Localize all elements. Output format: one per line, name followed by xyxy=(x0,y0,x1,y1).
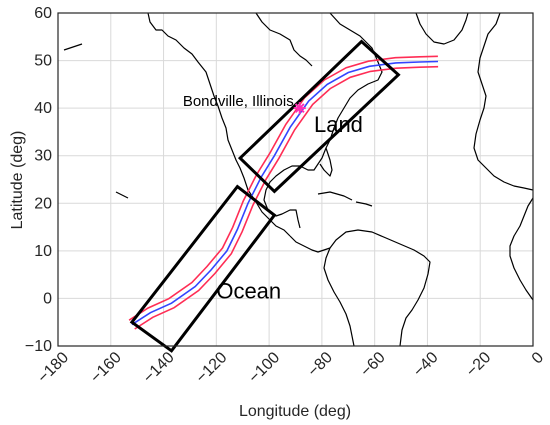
hispaniola xyxy=(355,201,373,207)
x-tick-label: −60 xyxy=(358,349,389,380)
site-marker-group: Bondville, Illinois xyxy=(183,93,306,115)
aleutians xyxy=(63,43,83,51)
cuba xyxy=(317,191,353,201)
x-tick-label: −100 xyxy=(246,349,284,387)
canada-north-coast xyxy=(255,12,313,67)
x-axis-label: Longitude (deg) xyxy=(239,403,351,420)
x-tick-label: −140 xyxy=(140,349,178,387)
x-tick-label: 0 xyxy=(529,349,547,367)
satellite-ground-track xyxy=(128,55,439,330)
y-tick-label: 40 xyxy=(34,100,52,117)
x-tick-label: −80 xyxy=(305,349,336,380)
coastlines xyxy=(63,12,534,347)
y-tick-labels: −10 0 10 20 30 40 50 60 xyxy=(25,5,52,355)
north-america-pacific-coast xyxy=(147,12,291,237)
y-tick-label: 0 xyxy=(43,290,52,307)
y-tick-label: 30 xyxy=(34,148,52,165)
y-tick-label: 50 xyxy=(34,53,52,70)
region-box-land xyxy=(237,39,401,194)
x-tick-label: −20 xyxy=(463,349,494,380)
x-tick-label: −160 xyxy=(87,349,125,387)
hawaii xyxy=(115,191,129,199)
x-tick-label: −120 xyxy=(193,349,231,387)
track-edge-lower xyxy=(128,55,438,321)
africa-europe xyxy=(473,12,534,191)
florida xyxy=(319,147,333,177)
central-america xyxy=(289,235,331,253)
track-edge-upper xyxy=(134,65,439,330)
axes-frame xyxy=(57,12,534,347)
region-label-land: Land xyxy=(314,112,363,137)
plot-area xyxy=(58,13,533,346)
region-label-ocean: Ocean xyxy=(216,278,281,303)
x-tick-labels: −180 −160 −140 −120 −100 −80 −60 −40 −20 0 xyxy=(35,349,548,387)
site-asterisk-marker xyxy=(293,102,306,115)
y-tick-label: −10 xyxy=(25,338,52,355)
south-america-west xyxy=(323,247,355,347)
south-america xyxy=(329,229,431,347)
x-tick-label: −40 xyxy=(410,349,441,380)
y-tick-label: 10 xyxy=(34,243,52,260)
site-label: Bondville, Illinois xyxy=(183,93,294,110)
y-tick-label: 20 xyxy=(34,195,52,212)
region-box-ocean xyxy=(129,184,277,353)
region-boxes: Land Ocean xyxy=(129,39,401,353)
africa-west xyxy=(509,197,534,301)
y-axis-label: Latitude (deg) xyxy=(9,131,26,230)
y-tick-label: 60 xyxy=(34,5,52,22)
greenland xyxy=(415,12,469,45)
track-center-line xyxy=(131,60,439,326)
